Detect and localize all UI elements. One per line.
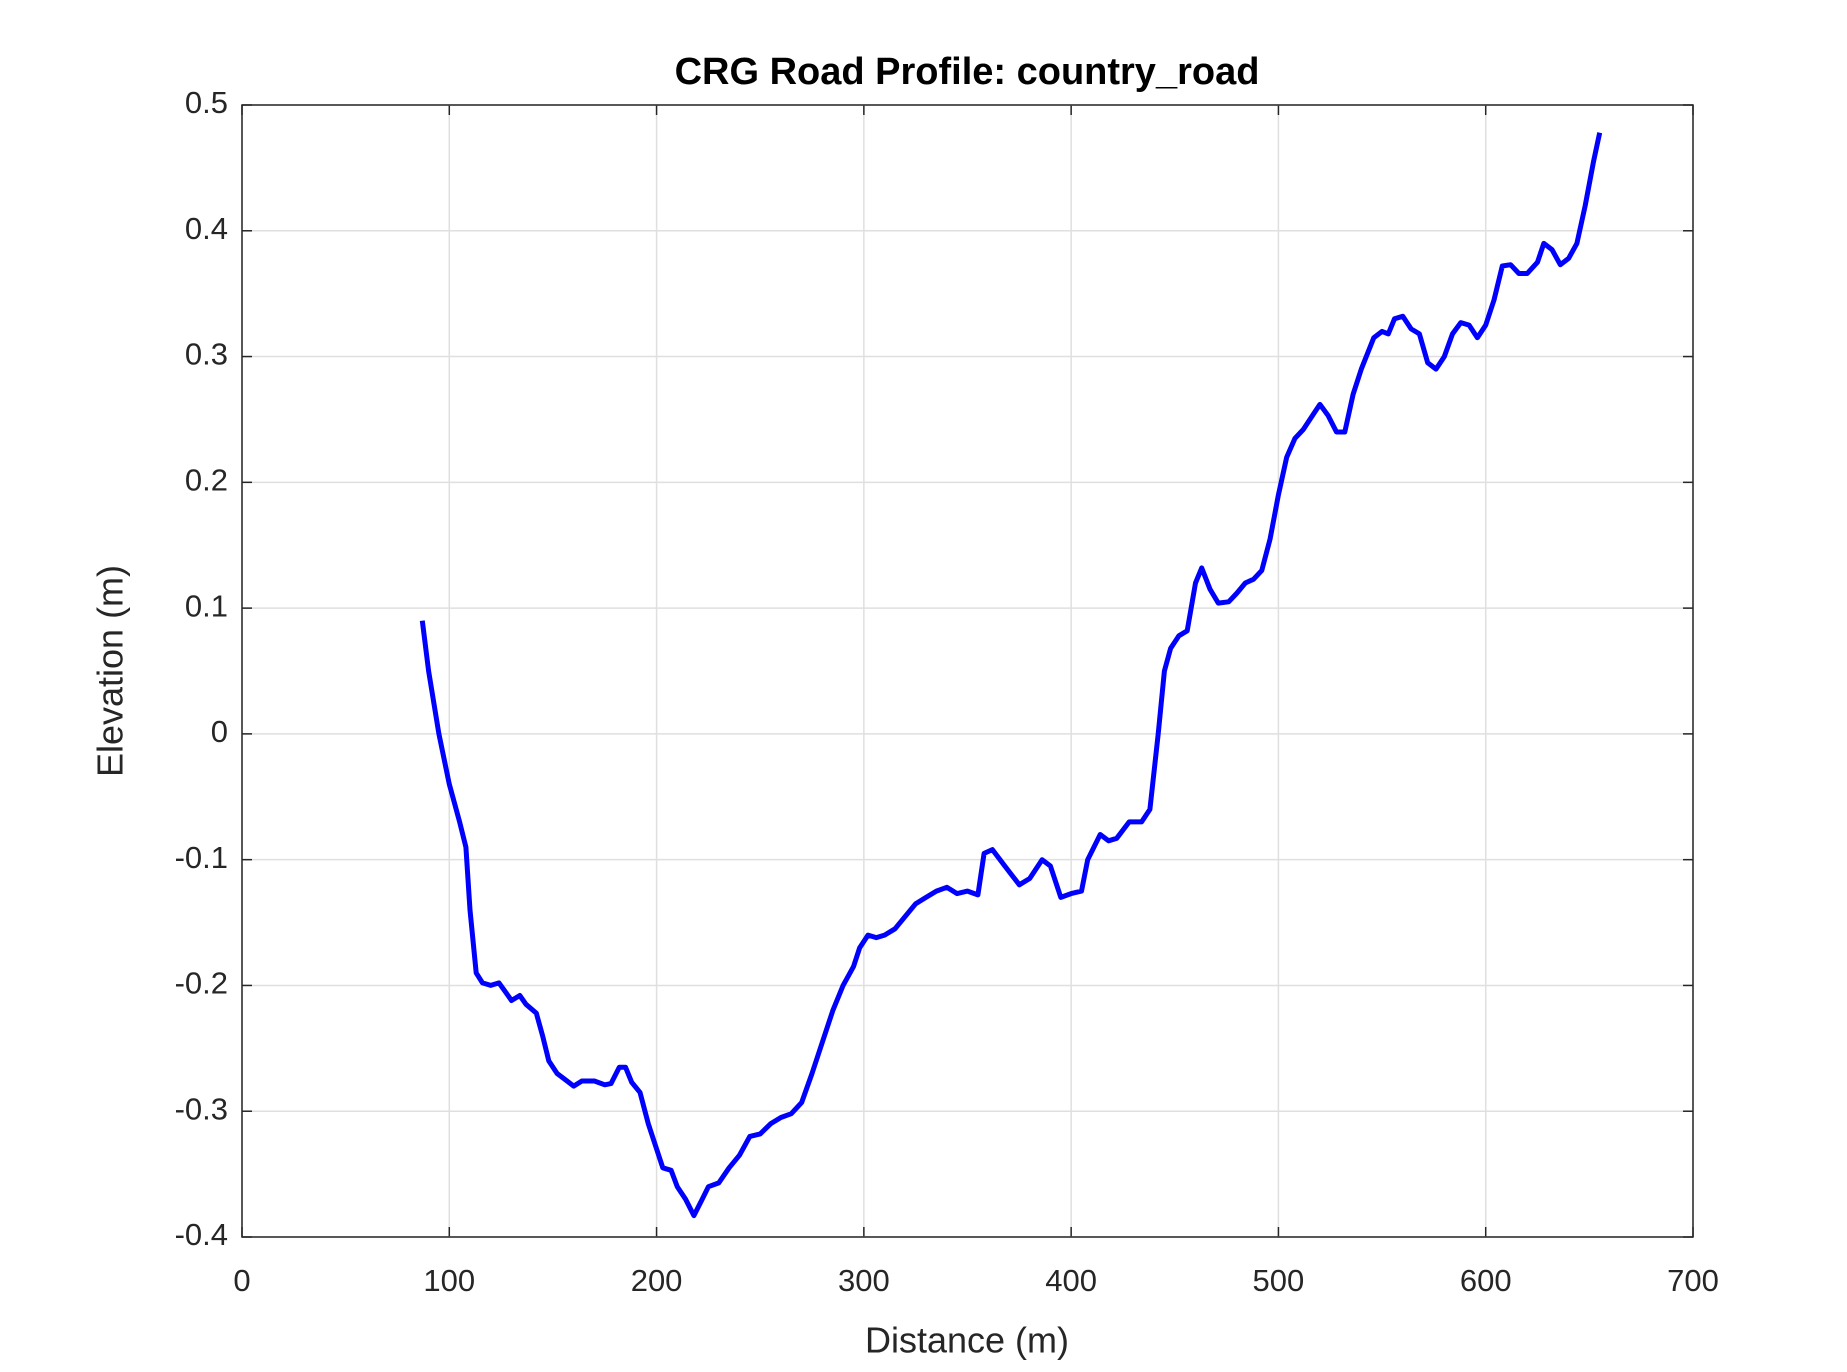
y-axis-label: Elevation (m) xyxy=(90,565,131,777)
y-tick-label: 0 xyxy=(211,714,228,749)
x-tick-label: 300 xyxy=(838,1263,890,1298)
y-tick-label: -0.2 xyxy=(175,966,228,1001)
x-tick-label: 700 xyxy=(1667,1263,1719,1298)
y-tick-label: 0.2 xyxy=(185,463,228,498)
y-tick-label: 0.3 xyxy=(185,337,228,372)
y-tick-label: -0.1 xyxy=(175,840,228,875)
x-axis-label: Distance (m) xyxy=(865,1320,1069,1361)
x-tick-label: 200 xyxy=(631,1263,683,1298)
x-tick-label: 600 xyxy=(1460,1263,1512,1298)
x-tick-label: 100 xyxy=(423,1263,475,1298)
y-tick-label: -0.4 xyxy=(175,1217,228,1252)
x-tick-label: 0 xyxy=(233,1263,250,1298)
y-tick-label: 0.5 xyxy=(185,85,228,120)
y-tick-label: -0.3 xyxy=(175,1091,228,1126)
y-tick-label: 0.1 xyxy=(185,588,228,623)
chart-title: CRG Road Profile: country_road xyxy=(675,51,1260,93)
y-tick-label: 0.4 xyxy=(185,211,228,246)
data-line xyxy=(419,132,1603,1219)
plot-frame xyxy=(241,104,1694,1238)
x-tick-label: 500 xyxy=(1253,1263,1305,1298)
x-tick-label: 400 xyxy=(1045,1263,1097,1298)
